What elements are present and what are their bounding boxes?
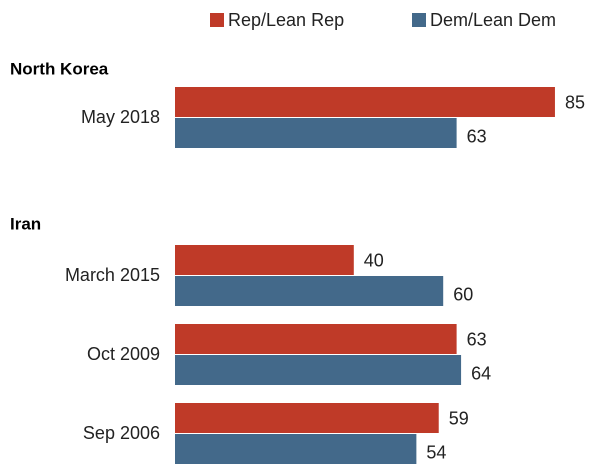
legend-label: Rep/Lean Rep [228,10,344,30]
bar [175,355,462,385]
category-label: March 2015 [65,265,160,285]
legend-swatch [412,13,426,27]
category-label: May 2018 [81,107,160,127]
value-label: 64 [471,363,491,383]
category-label: Sep 2006 [83,423,160,443]
legend-swatch [210,13,224,27]
value-label: 54 [426,442,446,462]
section-title: North Korea [10,59,109,78]
value-label: 59 [449,408,469,428]
value-label: 63 [467,126,487,146]
value-label: 85 [565,92,585,112]
bar [175,118,457,148]
value-label: 40 [364,250,384,270]
bar [175,324,457,354]
bar [175,87,555,117]
section-title: Iran [10,214,41,233]
bar [175,276,444,306]
category-label: Oct 2009 [87,344,160,364]
value-label: 60 [453,284,473,304]
value-label: 63 [467,329,487,349]
legend-label: Dem/Lean Dem [430,10,556,30]
bar [175,434,417,464]
bar [175,403,439,433]
bar [175,245,354,275]
